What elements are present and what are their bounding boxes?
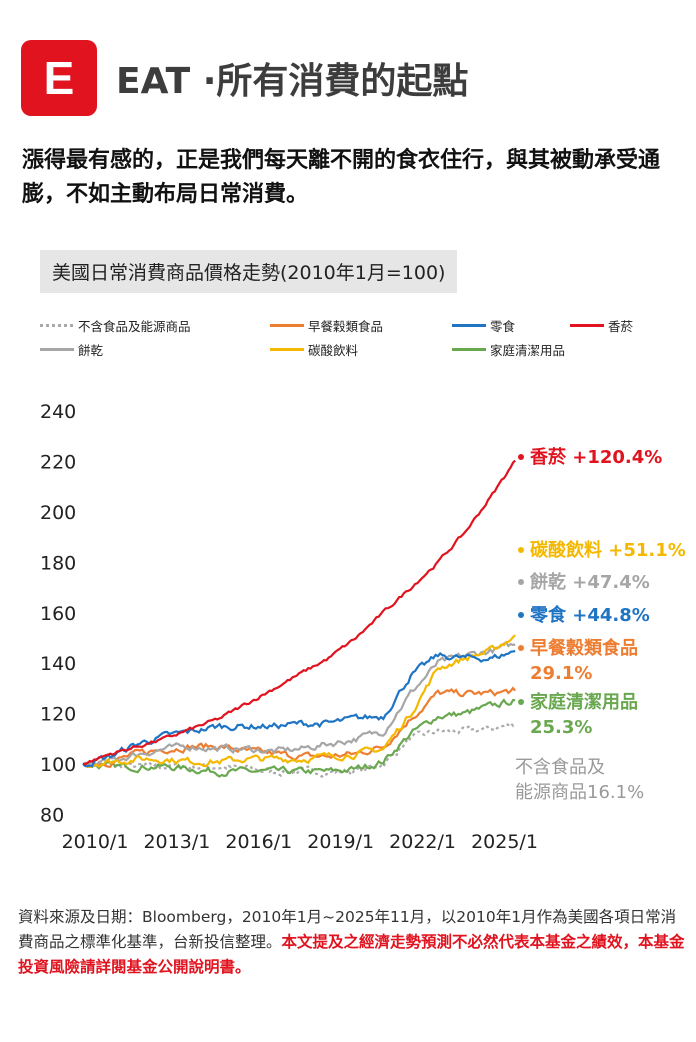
y-tick-label: 220 [40,452,76,474]
legend-label: 餅乾 [78,343,104,358]
end-label: 29.1% [530,663,592,684]
chart-title: 美國日常消費商品價格走勢(2010年1月=100) [40,250,458,293]
end-label: 能源商品16.1% [515,782,644,803]
legend-swatch [40,324,74,327]
legend-item: 家庭清潔用品 [452,340,565,359]
legend-item: 零食 [452,316,515,335]
legend-item: 餅乾 [40,340,103,359]
legend-label: 早餐穀類食品 [308,319,384,334]
x-tick-label: 2022/1 [389,831,456,853]
legend-swatch [452,348,486,351]
end-marker [518,454,524,460]
legend-swatch [40,348,74,351]
x-tick-label: 2010/1 [62,831,129,853]
legend-label: 不含食品及能源商品 [78,319,191,334]
end-label: 零食 +44.8% [529,604,650,626]
end-label: 餅乾 +47.4% [530,571,650,593]
end-marker [518,699,524,705]
page-title: EAT ·所有消費的起點 [116,61,469,102]
y-tick-label: 240 [40,401,76,423]
legend-swatch [270,348,304,351]
legend-label: 零食 [490,319,516,334]
legend-swatch [570,324,604,327]
legend-item: 香菸 [570,316,633,335]
series-line [82,650,516,768]
end-marker [518,579,524,585]
y-tick-label: 120 [40,704,76,726]
y-tick-label: 160 [40,603,76,625]
series-line [82,640,516,768]
x-tick-label: 2016/1 [225,831,292,853]
eat-logo: E [21,40,97,116]
series-line [82,698,516,778]
series-line [82,634,516,769]
series-line [82,721,516,778]
legend-item: 早餐穀類食品 [270,316,383,335]
legend-label: 香菸 [608,319,634,334]
line-chart: 80 100 120 140 160 180 200 220 240 2010/1 2013/1 20… [40,401,686,853]
end-marker [518,612,524,618]
intro-text: 漲得最有感的，正是我們每天離不開的食衣住行，與其被動承受通膨，不如主動布局日常消… [22,148,661,207]
legend-item: 碳酸飲料 [270,340,358,359]
legend-swatch [452,324,486,327]
legend-swatch [270,324,304,327]
legend-label: 家庭清潔用品 [490,343,566,358]
source-text: 資料來源及日期：Bloomberg，2010年1月~2025年11月，以2010… [18,908,677,951]
footer-note: 資料來源及日期：Bloomberg，2010年1月~2025年11月，以2010… [18,905,688,980]
legend-label: 碳酸飲料 [308,343,359,358]
x-tick-label: 2019/1 [307,831,374,853]
y-tick-label: 100 [40,754,76,776]
end-marker [518,645,524,651]
x-tick-label: 2013/1 [143,831,210,853]
y-tick-label: 80 [40,804,64,826]
end-label: 早餐穀類食品 [530,637,638,659]
x-tick-label: 2025/1 [471,831,538,853]
end-label: 碳酸飲料 +51.1% [530,539,686,561]
y-tick-label: 200 [40,502,76,524]
end-marker [518,547,524,553]
y-tick-label: 180 [40,552,76,574]
end-label: 香菸 +120.4% [529,447,662,468]
series-line [82,459,516,766]
end-label: 家庭清潔用品 [530,691,638,713]
y-tick-label: 140 [40,653,76,675]
end-label: 不含食品及 [515,757,605,778]
legend-item: 不含食品及能源商品 [40,316,191,335]
disclaimer-text: 本文提及之經濟走勢預測不必然代表本基金之績效，本基金投資風險請詳閱基金公開說明書… [18,933,685,976]
end-label: 25.3% [530,717,592,738]
